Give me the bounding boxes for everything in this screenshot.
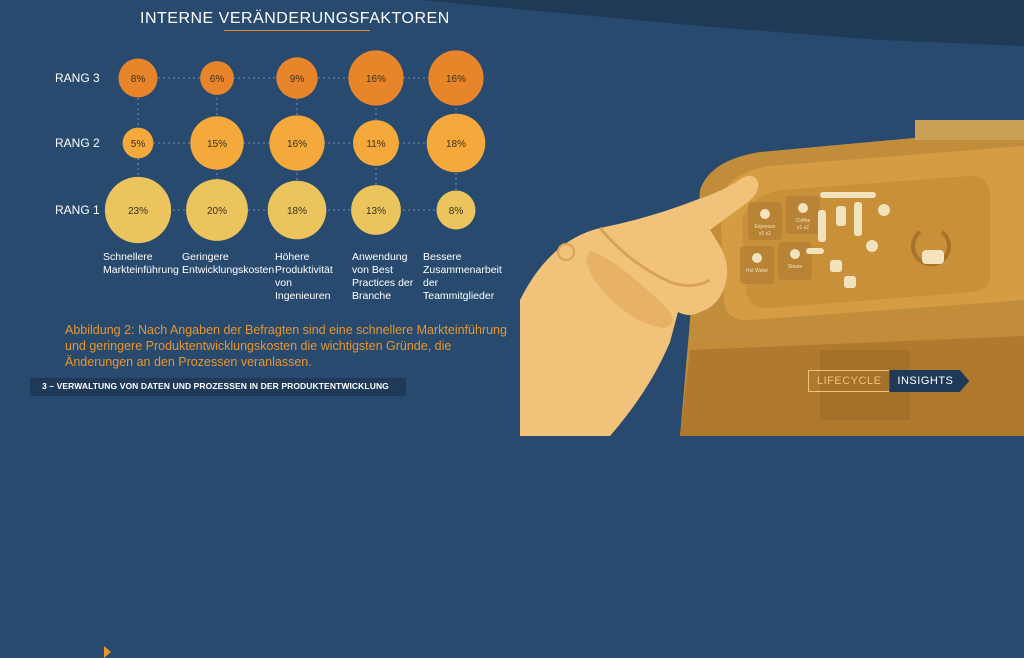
svg-text:Steam: Steam — [788, 264, 802, 270]
row-label: RANG 1 — [55, 203, 100, 217]
chart-title: INTERNE VERÄNDERUNGSFAKTOREN — [140, 10, 450, 31]
logo-right-text: INSIGHTS — [889, 370, 970, 392]
row-label: RANG 2 — [55, 136, 100, 150]
machine-button: Hot Water — [740, 246, 774, 284]
category-label: Schnellere Markteinführung — [103, 251, 179, 276]
bubble — [104, 176, 172, 244]
bubble-label: 9% — [290, 74, 305, 85]
bubble — [269, 115, 325, 171]
row-label: RANG 3 — [55, 71, 100, 85]
bubble-chart: RANG 3 RANG 2 RANG 1 8% 6% 9% 16% 16% 5% 15% 16% 1… — [55, 50, 486, 244]
footer-bar: 3 – VERWALTUNG VON DATEN UND PROZESSEN I… — [30, 378, 406, 396]
bubble-label: 8% — [131, 74, 146, 85]
machine-top-bar — [915, 120, 1024, 140]
bubble-label: 8% — [449, 206, 464, 217]
svg-text:Coffee: Coffee — [796, 218, 811, 224]
caption-arrow-icon — [104, 646, 111, 658]
caption-text: Abbildung 2: Nach Angaben der Befragten … — [65, 323, 507, 369]
bubble — [353, 120, 399, 166]
thumb — [586, 250, 673, 328]
bubble-label: 11% — [366, 139, 385, 150]
bubble — [190, 116, 244, 170]
bubbles: 8% 6% 9% 16% 16% 5% 15% 16% 11% 18% 23% 20% 18% 13% 8% — [104, 50, 486, 244]
svg-text:x1 x2: x1 x2 — [759, 231, 771, 237]
bubble — [267, 180, 327, 240]
svg-text:Hot Water: Hot Water — [746, 268, 769, 274]
footer-text: 3 – VERWALTUNG VON DATEN UND PROZESSEN I… — [42, 381, 389, 391]
machine-button: Steam — [778, 242, 812, 280]
svg-text:x1 x2: x1 x2 — [797, 225, 809, 231]
bubble — [276, 57, 318, 99]
bubble — [436, 190, 476, 230]
bubble — [426, 113, 486, 173]
bubble-label: 20% — [207, 206, 227, 217]
machine-icons — [806, 192, 890, 288]
bubble-label: 5% — [131, 139, 146, 150]
hand-shadow — [598, 227, 711, 287]
bubble — [122, 127, 154, 159]
category-label: Höhere Produktivität von Ingenieuren — [275, 251, 333, 302]
figure-caption: Abbildung 2: Nach Angaben der Befragten … — [52, 322, 522, 658]
bubble-label: 13% — [366, 206, 386, 217]
bubble-label: 18% — [446, 139, 466, 150]
bubble-label: 16% — [446, 74, 466, 85]
logo-left-text: LIFECYCLE — [808, 370, 890, 392]
bubble-label: 18% — [287, 206, 307, 217]
bubble — [200, 61, 234, 95]
svg-text:Espresso: Espresso — [755, 224, 776, 230]
ring — [557, 243, 575, 261]
lifecycle-insights-logo: LIFECYCLE INSIGHTS — [808, 370, 970, 392]
category-label: Anwendung von Best Practices der Branche — [352, 251, 414, 302]
bubble — [186, 179, 248, 241]
row-labels: RANG 3 RANG 2 RANG 1 — [55, 71, 100, 217]
bubble — [428, 50, 484, 106]
bubble — [118, 58, 158, 98]
bubble — [348, 50, 404, 106]
category-label: Bessere Zusammenarbeit der Teammitglieder — [423, 251, 502, 302]
bubble-label: 6% — [210, 74, 225, 85]
power-icon — [911, 230, 951, 267]
bubble-label: 16% — [366, 74, 386, 85]
bubble — [351, 185, 401, 235]
bubble-label: 16% — [287, 139, 307, 150]
power-button — [922, 250, 944, 264]
bubble-label: 15% — [207, 139, 227, 150]
category-label: Geringere Entwicklungskosten — [182, 251, 275, 276]
bubble-label: 23% — [128, 206, 148, 217]
top-banner — [420, 0, 1024, 46]
